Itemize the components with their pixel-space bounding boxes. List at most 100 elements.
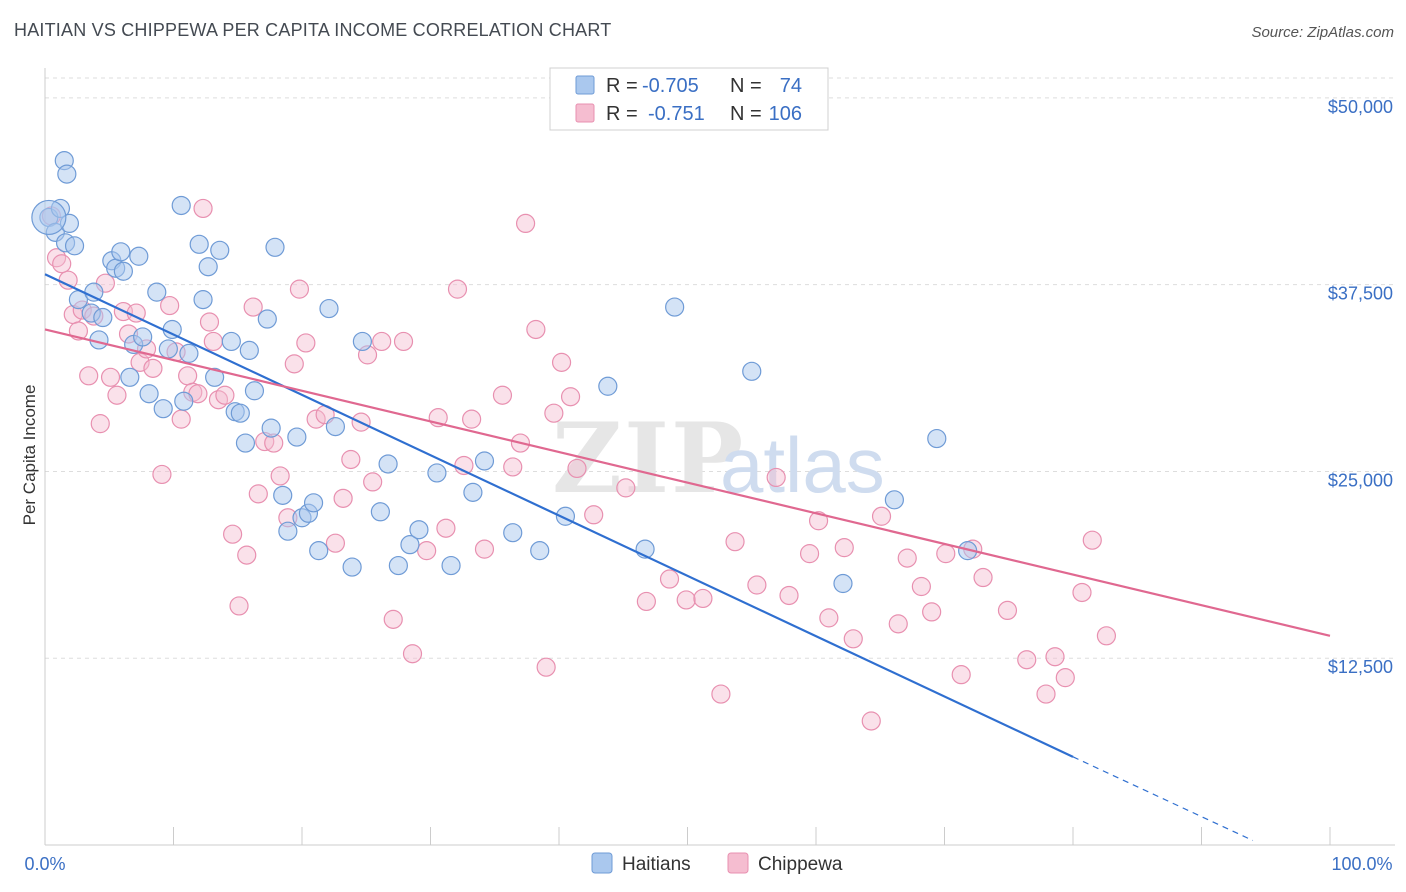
chippewa-point-20 [160,295,180,316]
haitians-point-29 [189,234,209,254]
chippewa-point-75 [659,569,680,589]
chippewa-points [41,198,1117,731]
haitians-point-63 [503,523,523,543]
y-tick-label-3: $50,000 [1328,97,1393,117]
chippewa-point-41 [289,279,310,299]
haitians-point-22 [147,282,167,302]
haitians-point-39 [244,381,265,401]
chippewa-point-57 [436,518,456,538]
chippewa-point-33 [237,545,257,565]
haitians-point-30 [193,290,213,310]
chippewa-point-42 [296,333,316,353]
y-axis-label: Per Capita Income [20,385,39,526]
chippewa-point-103 [1072,582,1092,603]
chippewa-point-54 [402,644,423,664]
chippewa-point-87 [843,629,863,649]
series-legend-swatch-chippewa [727,852,749,874]
haitians-point-26 [171,195,191,216]
chippewa-point-83 [799,544,820,564]
chippewa-point-32 [229,596,249,616]
haitians-point-16 [113,261,133,281]
chippewa-point-35 [248,484,268,504]
chippewa-point-81 [766,467,786,488]
haitians-point-58 [409,520,429,540]
haitians-point-71 [884,490,904,510]
haitians-point-38 [239,340,259,361]
series-legend-label-haitians: Haitians [622,854,691,875]
axes [44,68,1395,846]
chippewa-point-82 [779,585,799,606]
chippewa-point-58 [447,279,468,299]
chippewa-point-47 [341,449,361,470]
chippewa-point-9 [90,414,110,434]
haitians-point-19 [129,246,149,266]
haitians-point-20 [133,327,153,347]
chippewa-point-26 [193,198,213,219]
series-legend-label-chippewa: Chippewa [758,854,843,875]
haitians-point-54 [370,502,390,522]
haitians-trend-extension [1072,756,1254,842]
haitians-points [31,151,978,594]
chippewa-point-43 [306,409,326,429]
chippewa-point-104 [1082,530,1102,550]
haitians-point-34 [221,331,241,352]
chart-title: HAITIAN VS CHIPPEWA PER CAPITA INCOME CO… [14,20,612,40]
watermark-zip: ZIP [552,402,745,515]
chippewa-point-62 [492,385,513,405]
series-legend: Haitians Chippewa [591,852,843,875]
haitians-point-48 [303,493,324,513]
legend-n-label-chippewa: N = [730,103,762,125]
haitians-point-27 [174,391,194,411]
chippewa-point-51 [372,331,392,352]
legend-r-value-haitians: -0.705 [642,75,699,97]
chippewa-point-88 [861,711,881,731]
chippewa-point-94 [936,544,956,564]
x-tick-label-1: 100.0% [1331,854,1392,874]
haitians-point-37 [235,433,256,453]
legend-r-label-chippewa: R = [606,103,638,125]
chippewa-point-22 [171,409,191,429]
chippewa-point-40 [284,354,304,374]
chippewa-point-91 [897,548,917,568]
chippewa-point-52 [383,609,403,629]
chippewa-point-105 [1096,626,1117,646]
y-tick-label-0: $12,500 [1328,657,1393,677]
chippewa-point-11 [100,367,121,387]
haitians-point-12 [93,307,113,328]
chippewa-point-76 [676,590,696,610]
haitians-point-70 [833,573,853,594]
haitians-point-31 [198,257,218,277]
haitians-point-59 [427,463,447,483]
chippewa-point-85 [819,608,839,628]
legend-n-label-haitians: N = [730,75,762,97]
haitians-point-49 [309,541,329,561]
haitians-point-56 [388,555,408,576]
y-tick-label-1: $25,000 [1328,470,1393,490]
chippewa-point-60 [462,409,482,429]
haitians-point-5 [57,164,77,184]
haitians-point-53 [352,331,372,352]
haitians-point-72 [927,428,947,449]
haitians-point-69 [742,361,762,381]
haitians-point-64 [530,541,550,561]
haitians-point-44 [278,521,298,541]
haitians-point-23 [153,399,173,419]
chippewa-point-92 [911,576,931,597]
chippewa-point-86 [834,538,854,558]
stats-legend-box [549,67,829,131]
chippewa-point-69 [551,352,572,372]
chippewa-trend-line [44,328,1331,637]
haitians-point-45 [287,427,307,447]
haitians-point-large [31,199,67,236]
haitians-point-7 [64,236,85,256]
chippewa-point-77 [693,588,713,609]
haitians-point-21 [139,384,159,404]
haitians-point-50 [319,298,339,319]
chippewa-point-23 [178,366,198,386]
chippewa-point-78 [711,684,731,704]
chippewa-point-46 [333,488,353,508]
haitians-point-24 [158,339,178,359]
chippewa-point-101 [1045,647,1065,667]
haitians-point-10 [84,282,104,302]
